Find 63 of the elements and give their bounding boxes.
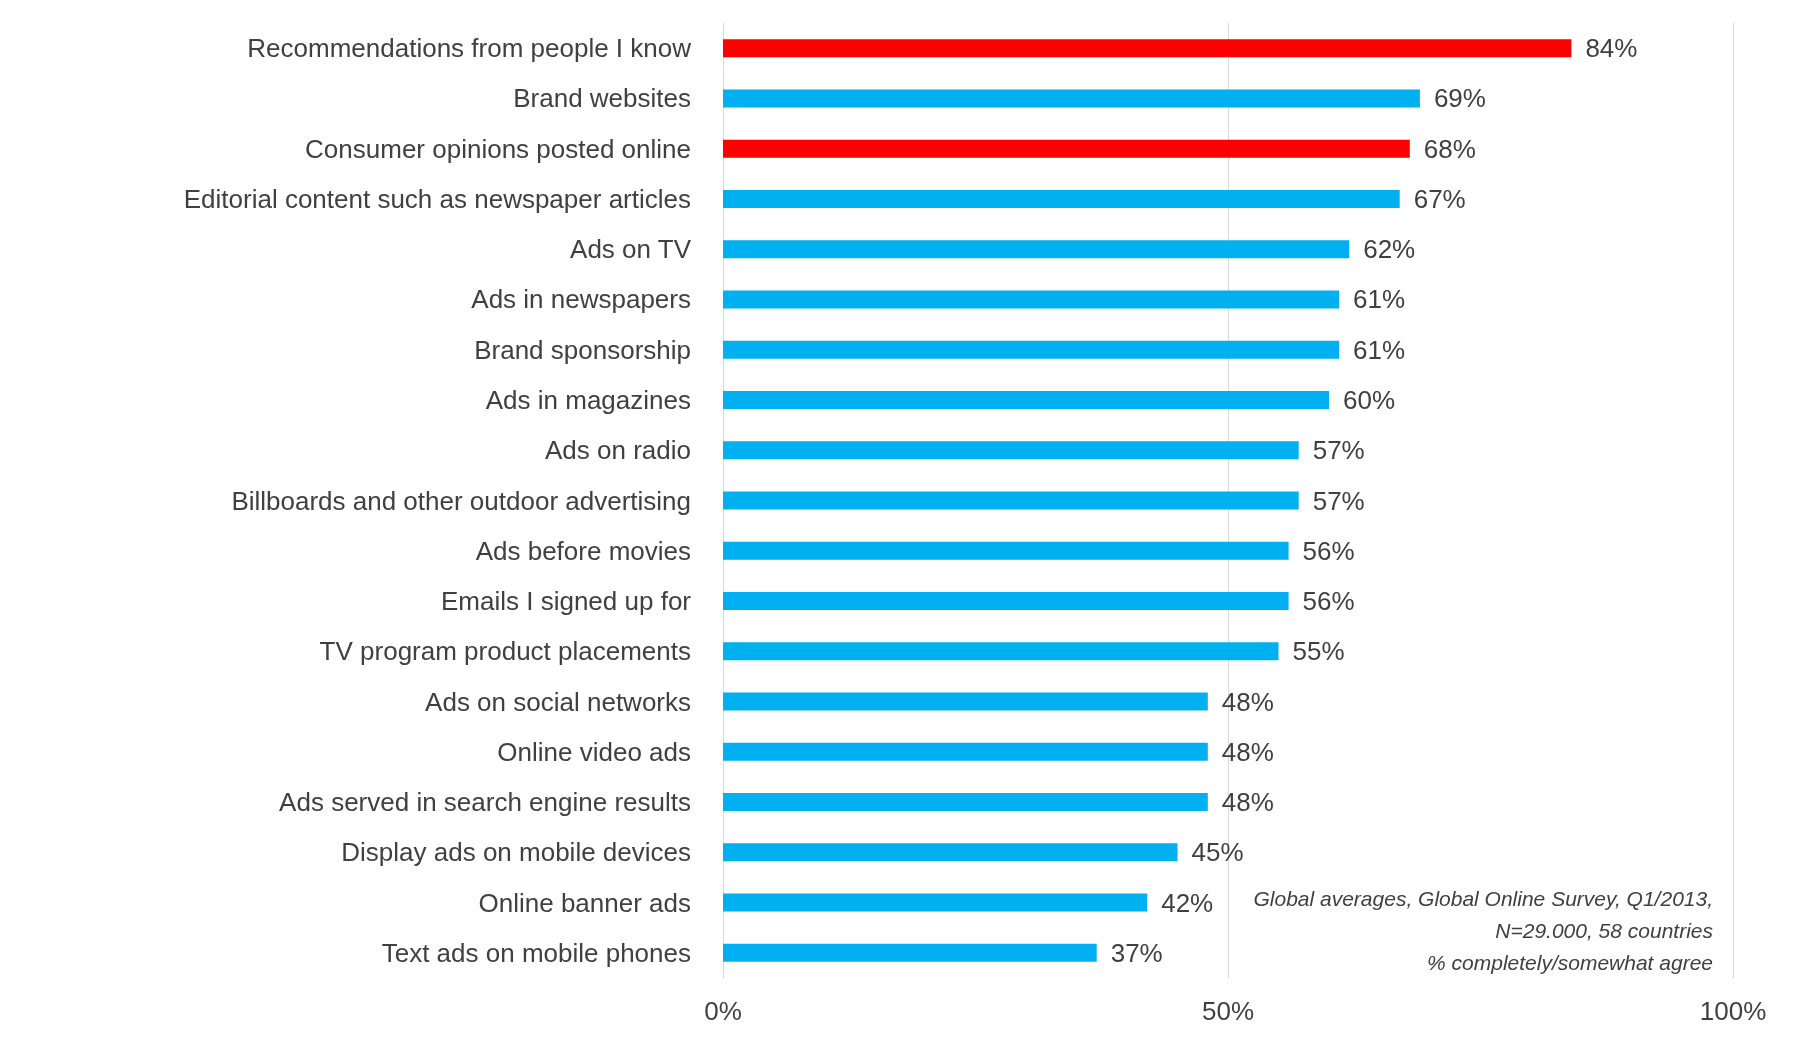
annotation: Global averages, Global Online Survey, Q1/2013, — [1253, 887, 1714, 910]
y-tick-label: Ads in magazines — [485, 384, 691, 415]
bar — [723, 189, 1400, 208]
annotation: N=29.000, 58 countries — [1495, 919, 1714, 942]
y-tick-label: Ads in newspapers — [471, 284, 691, 315]
bar — [723, 240, 1350, 259]
data-label: 61% — [1353, 334, 1406, 365]
y-tick-label: Online video ads — [497, 736, 691, 767]
bar — [723, 491, 1299, 510]
y-tick-label: Display ads on mobile devices — [341, 837, 691, 868]
bar — [723, 290, 1340, 309]
bar — [723, 89, 1420, 108]
data-label: 69% — [1433, 83, 1486, 114]
y-tick-label: Recommendations from people I know — [247, 33, 692, 64]
bar — [723, 390, 1329, 409]
data-label: 56% — [1302, 586, 1355, 617]
bar — [723, 441, 1299, 460]
y-tick-label: Ads on TV — [570, 234, 692, 265]
bar — [723, 39, 1572, 58]
bar — [723, 742, 1208, 761]
y-tick-label: TV program product placements — [319, 636, 691, 667]
data-label: 57% — [1312, 485, 1365, 516]
data-label: 60% — [1343, 384, 1396, 415]
x-tick-label: 0% — [704, 996, 742, 1026]
bar — [723, 340, 1340, 359]
annotation: % completely/somewhat agree — [1427, 951, 1714, 974]
bar — [723, 541, 1289, 560]
data-label: 48% — [1221, 736, 1274, 767]
data-label: 67% — [1413, 183, 1466, 214]
y-tick-label: Emails I signed up for — [440, 586, 692, 617]
data-label: 42% — [1161, 887, 1214, 918]
y-tick-label: Editorial content such as newspaper articles — [183, 183, 691, 214]
data-label: 45% — [1191, 837, 1244, 868]
y-tick-label: Ads on social networks — [425, 686, 691, 717]
data-label: 56% — [1302, 535, 1355, 566]
bar — [723, 793, 1208, 812]
x-tick-label: 50% — [1201, 996, 1255, 1026]
x-tick-label: 100% — [1699, 996, 1767, 1026]
y-tick-label: Billboards and other outdoor advertising — [231, 485, 691, 516]
data-label: 68% — [1423, 133, 1476, 164]
y-tick-label: Ads on radio — [545, 435, 691, 466]
bar — [723, 139, 1410, 158]
bar — [723, 843, 1178, 862]
data-label: 37% — [1110, 937, 1163, 968]
data-label: 48% — [1221, 686, 1274, 717]
data-label: 84% — [1585, 33, 1638, 64]
bar — [723, 692, 1208, 711]
bar — [723, 893, 1148, 912]
y-tick-label: Ads before movies — [475, 535, 691, 566]
bar — [723, 943, 1097, 962]
y-tick-label: Brand websites — [513, 83, 691, 114]
y-tick-label: Online banner ads — [478, 887, 691, 918]
y-tick-label: Text ads on mobile phones — [381, 937, 691, 968]
bar — [723, 642, 1279, 661]
data-label: 57% — [1312, 435, 1365, 466]
y-tick-label: Ads served in search engine results — [279, 787, 691, 818]
y-tick-label: Brand sponsorship — [474, 334, 691, 365]
y-tick-label: Consumer opinions posted online — [305, 133, 691, 164]
data-label: 61% — [1353, 284, 1406, 315]
data-label: 48% — [1221, 787, 1274, 818]
data-label: 55% — [1292, 636, 1345, 667]
data-label: 62% — [1363, 234, 1416, 265]
bar — [723, 592, 1289, 611]
